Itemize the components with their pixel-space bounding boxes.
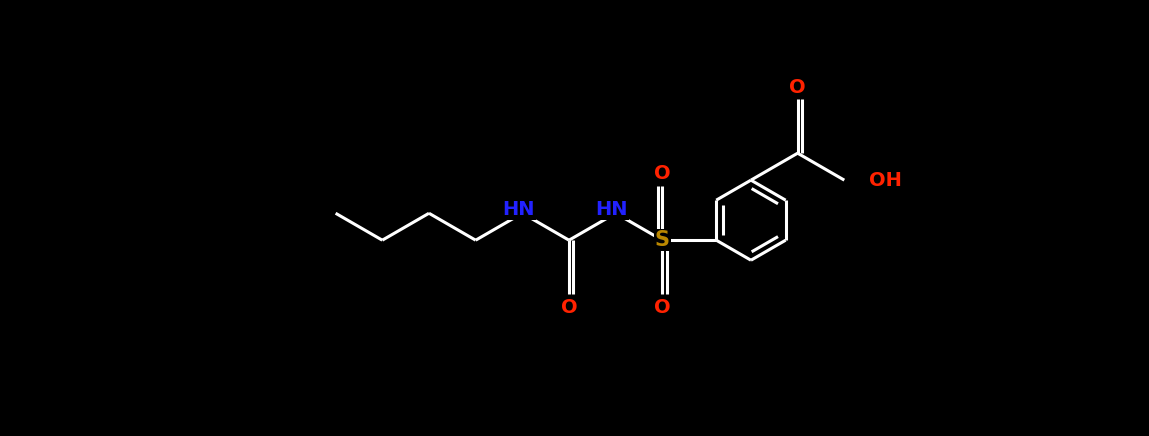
Text: O: O (789, 78, 805, 97)
Text: OH: OH (869, 170, 902, 190)
Text: HN: HN (502, 200, 534, 219)
Text: O: O (654, 298, 671, 317)
Text: S: S (655, 230, 670, 250)
Text: O: O (654, 164, 671, 183)
Text: HN: HN (595, 200, 629, 219)
Text: O: O (561, 298, 577, 317)
